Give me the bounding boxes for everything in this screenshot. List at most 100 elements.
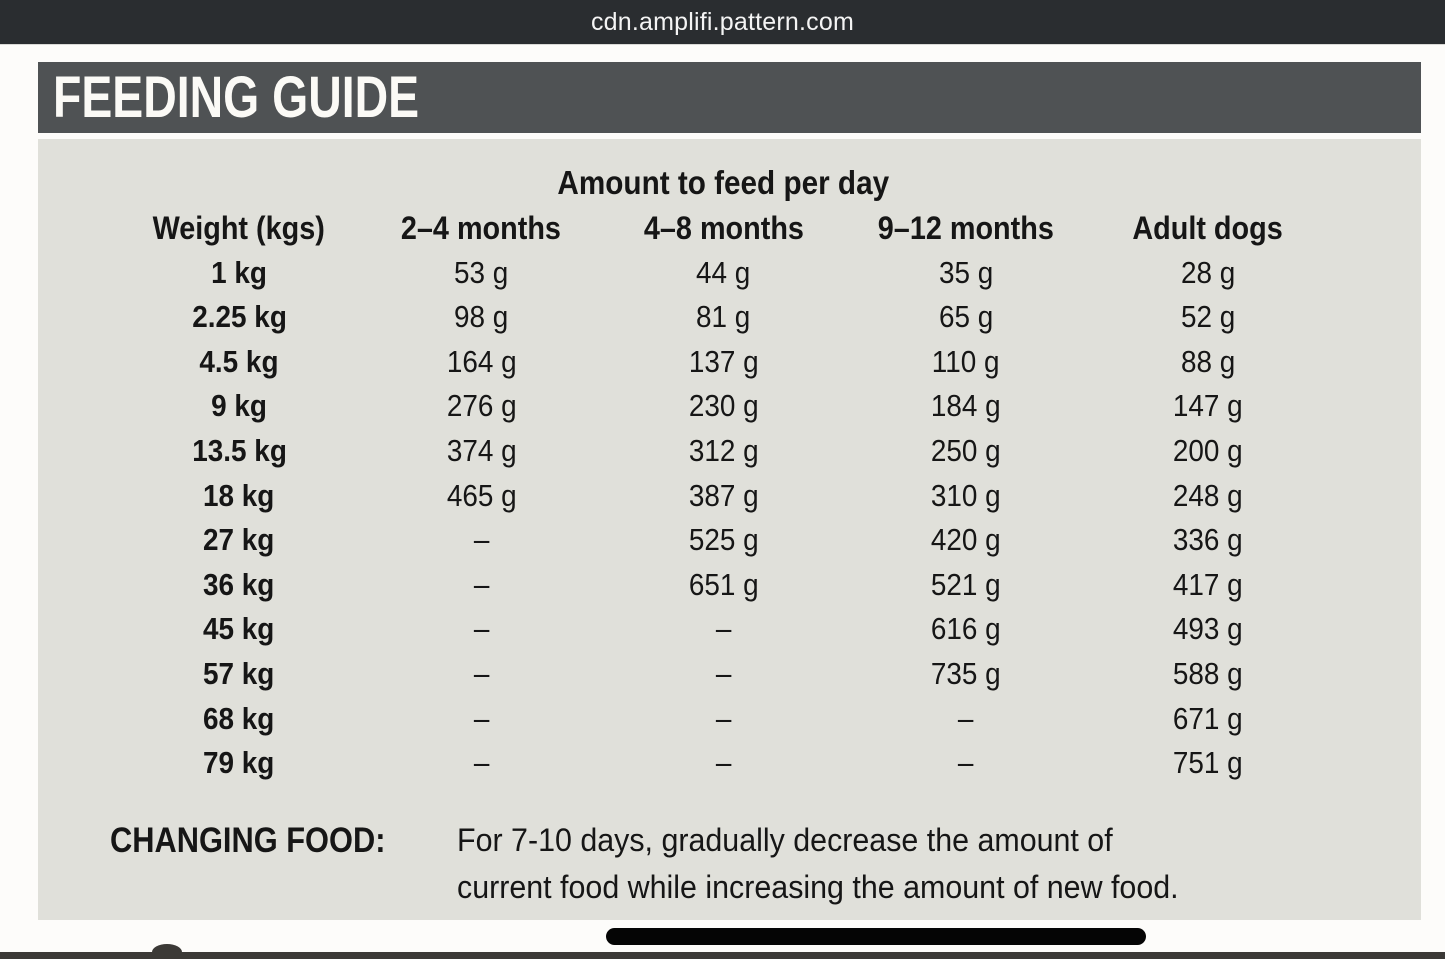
feed-amount: 44 g	[696, 254, 751, 290]
table-cell: 374 g	[360, 429, 602, 474]
table-cell: 52 g	[1087, 295, 1329, 340]
weight-value: 13.5 kg	[191, 432, 287, 468]
table-cell: 387 g	[602, 474, 844, 519]
table-cell: 735 g	[845, 652, 1087, 697]
table-cell: 336 g	[1087, 518, 1329, 563]
table-cell: 65 g	[845, 295, 1087, 340]
table-cell: 751 g	[1087, 741, 1329, 786]
feeding-guide-title: FEEDING GUIDE	[53, 65, 420, 130]
table-row-weight: 9 kg	[118, 384, 360, 429]
feed-amount: –	[473, 700, 490, 736]
table-row-weight: 1 kg	[118, 251, 360, 296]
feed-amount: 387 g	[688, 477, 759, 513]
feed-amount: 110 g	[931, 343, 1000, 379]
feed-amount: 751 g	[1172, 745, 1243, 781]
column-header-adult-dogs-text: Adult dogs	[1132, 210, 1284, 246]
feed-amount: –	[473, 611, 490, 647]
feed-amount: 312 g	[688, 432, 759, 468]
table-cell: 310 g	[845, 474, 1087, 519]
table-cell: –	[602, 607, 844, 652]
feed-amount: 248 g	[1172, 477, 1243, 513]
feed-amount: 137 g	[688, 343, 759, 379]
table-cell: 44 g	[602, 251, 844, 296]
weight-value: 68 kg	[203, 700, 275, 736]
feed-amount: –	[473, 566, 490, 602]
feed-amount: 98 g	[454, 299, 509, 335]
feed-amount: 276 g	[446, 388, 517, 424]
feed-amount: 310 g	[930, 477, 1001, 513]
changing-food-text: For 7-10 days, gradually decrease the am…	[457, 817, 1217, 911]
feed-amount: 200 g	[1172, 432, 1243, 468]
changing-food-line2: current food while increasing the amount…	[457, 869, 1179, 905]
weight-value: 4.5 kg	[199, 343, 279, 379]
table-row-weight: 36 kg	[118, 563, 360, 608]
feed-amount: 465 g	[446, 477, 517, 513]
feed-amount: 420 g	[930, 522, 1001, 558]
feed-amount: 374 g	[446, 432, 517, 468]
feed-amount: 35 g	[938, 254, 993, 290]
table-cell: 465 g	[360, 474, 602, 519]
feed-amount: 52 g	[1180, 299, 1236, 335]
feed-amount: –	[957, 700, 974, 736]
feed-amount: 616 g	[930, 611, 1001, 647]
feeding-guide-panel: Amount to feed per day Weight (kgs) 2–4 …	[38, 139, 1421, 920]
table-cell: –	[845, 697, 1087, 742]
feed-amount: 525 g	[688, 522, 759, 558]
changing-food-line1: For 7-10 days, gradually decrease the am…	[457, 822, 1113, 858]
feed-amount: 735 g	[930, 655, 1001, 691]
feed-amount: –	[715, 745, 732, 781]
weight-value: 57 kg	[203, 655, 275, 691]
table-cell: –	[845, 741, 1087, 786]
table-row-weight: 57 kg	[118, 652, 360, 697]
column-header-9-12-months: 9–12 months	[845, 206, 1087, 251]
content-divider-line	[0, 952, 1445, 959]
table-cell: 28 g	[1087, 251, 1329, 296]
table-cell: 230 g	[602, 384, 844, 429]
table-row-weight: 2.25 kg	[118, 295, 360, 340]
feed-amount: 65 g	[938, 299, 993, 335]
table-cell: 35 g	[845, 251, 1087, 296]
table-cell: –	[360, 563, 602, 608]
feed-amount: 53 g	[454, 254, 509, 290]
table-cell: 164 g	[360, 340, 602, 385]
table-cell: 616 g	[845, 607, 1087, 652]
column-header-weight: Weight (kgs)	[118, 206, 360, 251]
feed-amount: 336 g	[1172, 522, 1243, 558]
table-cell: 137 g	[602, 340, 844, 385]
feeding-guide-header: FEEDING GUIDE	[38, 62, 1421, 133]
table-cell: –	[360, 518, 602, 563]
feed-amount: –	[957, 745, 974, 781]
feed-amount: –	[473, 745, 490, 781]
table-cell: 671 g	[1087, 697, 1329, 742]
feed-amount: 147 g	[1172, 388, 1243, 424]
weight-value: 1 kg	[211, 254, 268, 290]
column-header-adult-dogs: Adult dogs	[1087, 206, 1329, 251]
feed-amount: 81 g	[696, 299, 751, 335]
table-row-weight: 45 kg	[118, 607, 360, 652]
table-cell: 248 g	[1087, 474, 1329, 519]
column-header-2-4-months-text: 2–4 months	[401, 210, 562, 246]
changing-food-label-text: CHANGING FOOD:	[110, 821, 386, 860]
feed-amount: 164 g	[446, 343, 517, 379]
column-header-2-4-months: 2–4 months	[360, 206, 602, 251]
table-cell: 250 g	[845, 429, 1087, 474]
url-text[interactable]: cdn.amplifi.pattern.com	[590, 7, 855, 36]
weight-value: 2.25 kg	[191, 299, 287, 335]
table-cell: –	[602, 741, 844, 786]
feed-amount: 417 g	[1172, 566, 1243, 602]
table-cell: 184 g	[845, 384, 1087, 429]
feed-amount: –	[473, 522, 490, 558]
table-row-weight: 27 kg	[118, 518, 360, 563]
feed-amount: 28 g	[1180, 254, 1236, 290]
feed-amount: –	[715, 655, 732, 691]
table-cell: 53 g	[360, 251, 602, 296]
table-title: Amount to feed per day	[118, 164, 1329, 202]
weight-value: 9 kg	[211, 388, 268, 424]
column-header-weight-text: Weight (kgs)	[152, 210, 326, 246]
weight-value: 27 kg	[203, 522, 275, 558]
home-indicator[interactable]	[606, 928, 1146, 945]
table-cell: 521 g	[845, 563, 1087, 608]
feed-amount: 230 g	[688, 388, 759, 424]
weight-value: 18 kg	[203, 477, 275, 513]
